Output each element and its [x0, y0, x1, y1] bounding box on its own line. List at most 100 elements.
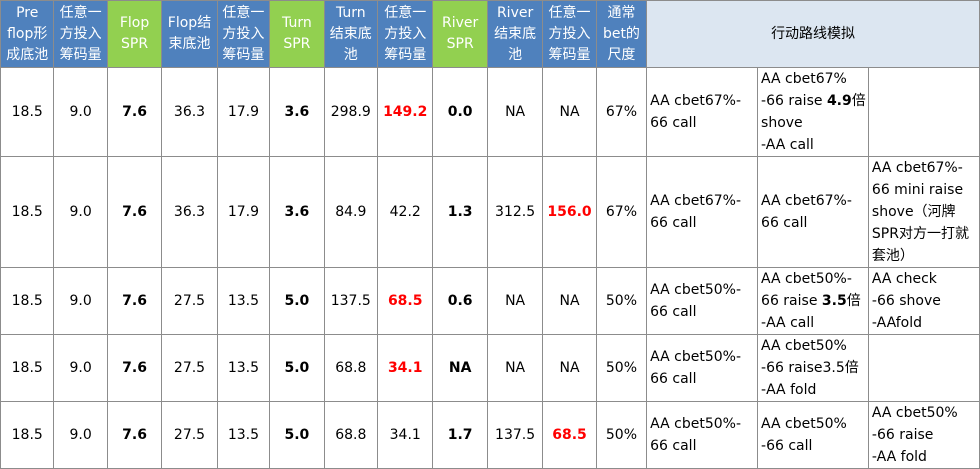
cell-river-spr: 0.0 [432, 67, 488, 157]
cell-river-spr: NA [432, 334, 488, 402]
cell-sim-3: AA cbet50% -66 raise -AA fold [867, 401, 980, 469]
cell-flop-spr: 7.6 [106, 401, 163, 469]
cell-sim-2: AA cbet50%- 66 raise 3.5倍 -AA call [757, 267, 869, 335]
sim-text-part: AA cbet67% -66 raise [761, 71, 847, 109]
cell-sim-1: AA cbet67%- 66 call [646, 156, 759, 268]
header-preflop-pot: Pre flop形 成底池 [0, 0, 55, 68]
cell-turn-invest: 68.5 [376, 267, 434, 335]
header-flop-pot: Flop结 束底池 [161, 0, 218, 68]
cell-river-pot: NA [486, 334, 544, 402]
cell-preflop-pot: 18.5 [0, 156, 55, 268]
cell-turn-spr: 5.0 [269, 401, 325, 469]
header-river-invest: 任意一 方投入 筹码量 [542, 0, 597, 68]
header-preflop-invest: 任意一 方投入 筹码量 [53, 0, 108, 68]
header-river-pot: River 结束底 池 [486, 0, 544, 68]
cell-flop-pot: 36.3 [161, 156, 218, 268]
cell-flop-invest: 17.9 [216, 156, 271, 268]
table-row: 18.5 9.0 7.6 36.3 17.9 3.6 84.9 42.2 1.3… [0, 156, 980, 268]
cell-flop-spr: 7.6 [106, 267, 163, 335]
cell-flop-invest: 13.5 [216, 334, 271, 402]
cell-river-pot: 137.5 [486, 401, 544, 469]
cell-turn-pot: 298.9 [323, 67, 379, 157]
cell-river-spr: 1.3 [432, 156, 488, 268]
cell-turn-spr: 5.0 [269, 334, 325, 402]
header-turn-pot: Turn 结束底 池 [323, 0, 379, 68]
cell-preflop-invest: 9.0 [53, 401, 108, 469]
cell-flop-invest: 13.5 [216, 267, 271, 335]
header-turn-spr: Turn SPR [269, 0, 325, 68]
header-row: Pre flop形 成底池 任意一 方投入 筹码量 Flop SPR Flop结… [0, 0, 980, 68]
cell-preflop-pot: 18.5 [0, 401, 55, 469]
cell-flop-pot: 27.5 [161, 401, 218, 469]
cell-turn-spr: 3.6 [269, 156, 325, 268]
cell-sim-2: AA cbet67% -66 raise 4.9倍 shove -AA call [757, 67, 869, 157]
cell-turn-pot: 137.5 [323, 267, 379, 335]
cell-bet-size: 50% [595, 401, 648, 469]
table-row: 18.5 9.0 7.6 27.5 13.5 5.0 137.5 68.5 0.… [0, 267, 980, 335]
cell-preflop-invest: 9.0 [53, 334, 108, 402]
cell-river-pot: 312.5 [486, 156, 544, 268]
sim-text-bold: 4.9 [826, 93, 852, 109]
header-flop-invest: 任意一 方投入 筹码量 [216, 0, 271, 68]
cell-turn-pot: 68.8 [323, 401, 379, 469]
cell-turn-invest: 34.1 [376, 401, 434, 469]
cell-sim-1: AA cbet50%- 66 call [646, 267, 759, 335]
cell-turn-spr: 5.0 [269, 267, 325, 335]
cell-turn-invest: 42.2 [376, 156, 434, 268]
table-row: 18.5 9.0 7.6 27.5 13.5 5.0 68.8 34.1 1.7… [0, 401, 980, 469]
cell-turn-pot: 84.9 [323, 156, 379, 268]
cell-sim-2: AA cbet50% -66 call [757, 401, 869, 469]
cell-river-invest: NA [542, 334, 597, 402]
cell-sim-2: AA cbet50% -66 raise3.5倍 -AA fold [757, 334, 869, 402]
cell-river-invest: NA [542, 67, 597, 157]
cell-river-invest: 156.0 [542, 156, 597, 268]
cell-preflop-invest: 9.0 [53, 67, 108, 157]
cell-sim-1: AA cbet67%- 66 call [646, 67, 759, 157]
cell-sim-2: AA cbet67%- 66 call [757, 156, 869, 268]
cell-sim-3: AA check -66 shove -AAfold [867, 267, 980, 335]
header-river-spr: River SPR [432, 0, 488, 68]
sim-text-part: AA cbet50%- 66 raise [761, 271, 852, 309]
header-bet-size: 通常 bet的 尺度 [595, 0, 648, 68]
cell-river-spr: 1.7 [432, 401, 488, 469]
cell-sim-1: AA cbet50%- 66 call [646, 334, 759, 402]
header-flop-spr: Flop SPR [106, 0, 163, 68]
table-row: 18.5 9.0 7.6 27.5 13.5 5.0 68.8 34.1 NA … [0, 334, 980, 402]
cell-river-invest: 68.5 [542, 401, 597, 469]
cell-flop-invest: 17.9 [216, 67, 271, 157]
cell-turn-spr: 3.6 [269, 67, 325, 157]
sim-text-bold: 3.5 [821, 293, 847, 309]
sim-text-part: 倍 shove -AA call [761, 93, 866, 153]
cell-flop-pot: 36.3 [161, 67, 218, 157]
header-action-sim: 行动路线模拟 [646, 0, 980, 68]
table-row: 18.5 9.0 7.6 36.3 17.9 3.6 298.9 149.2 0… [0, 67, 980, 157]
cell-preflop-invest: 9.0 [53, 267, 108, 335]
cell-sim-3: AA cbet67%- 66 mini raise shove（河牌 SPR对方… [867, 156, 980, 268]
cell-preflop-pot: 18.5 [0, 67, 55, 157]
cell-river-spr: 0.6 [432, 267, 488, 335]
cell-preflop-pot: 18.5 [0, 267, 55, 335]
cell-preflop-invest: 9.0 [53, 156, 108, 268]
cell-flop-pot: 27.5 [161, 334, 218, 402]
header-turn-invest: 任意一 方投入 筹码量 [376, 0, 434, 68]
cell-river-pot: NA [486, 267, 544, 335]
cell-flop-spr: 7.6 [106, 156, 163, 268]
cell-flop-spr: 7.6 [106, 334, 163, 402]
cell-sim-3 [867, 334, 980, 402]
cell-bet-size: 50% [595, 334, 648, 402]
cell-bet-size: 67% [595, 156, 648, 268]
cell-bet-size: 67% [595, 67, 648, 157]
cell-river-invest: NA [542, 267, 597, 335]
cell-river-pot: NA [486, 67, 544, 157]
cell-turn-pot: 68.8 [323, 334, 379, 402]
cell-bet-size: 50% [595, 267, 648, 335]
cell-flop-invest: 13.5 [216, 401, 271, 469]
cell-flop-pot: 27.5 [161, 267, 218, 335]
cell-sim-3 [867, 67, 980, 157]
sim-text-part: 倍 -AA call [761, 293, 861, 331]
cell-turn-invest: 149.2 [376, 67, 434, 157]
cell-sim-1: AA cbet50%- 66 call [646, 401, 759, 469]
cell-preflop-pot: 18.5 [0, 334, 55, 402]
cell-turn-invest: 34.1 [376, 334, 434, 402]
